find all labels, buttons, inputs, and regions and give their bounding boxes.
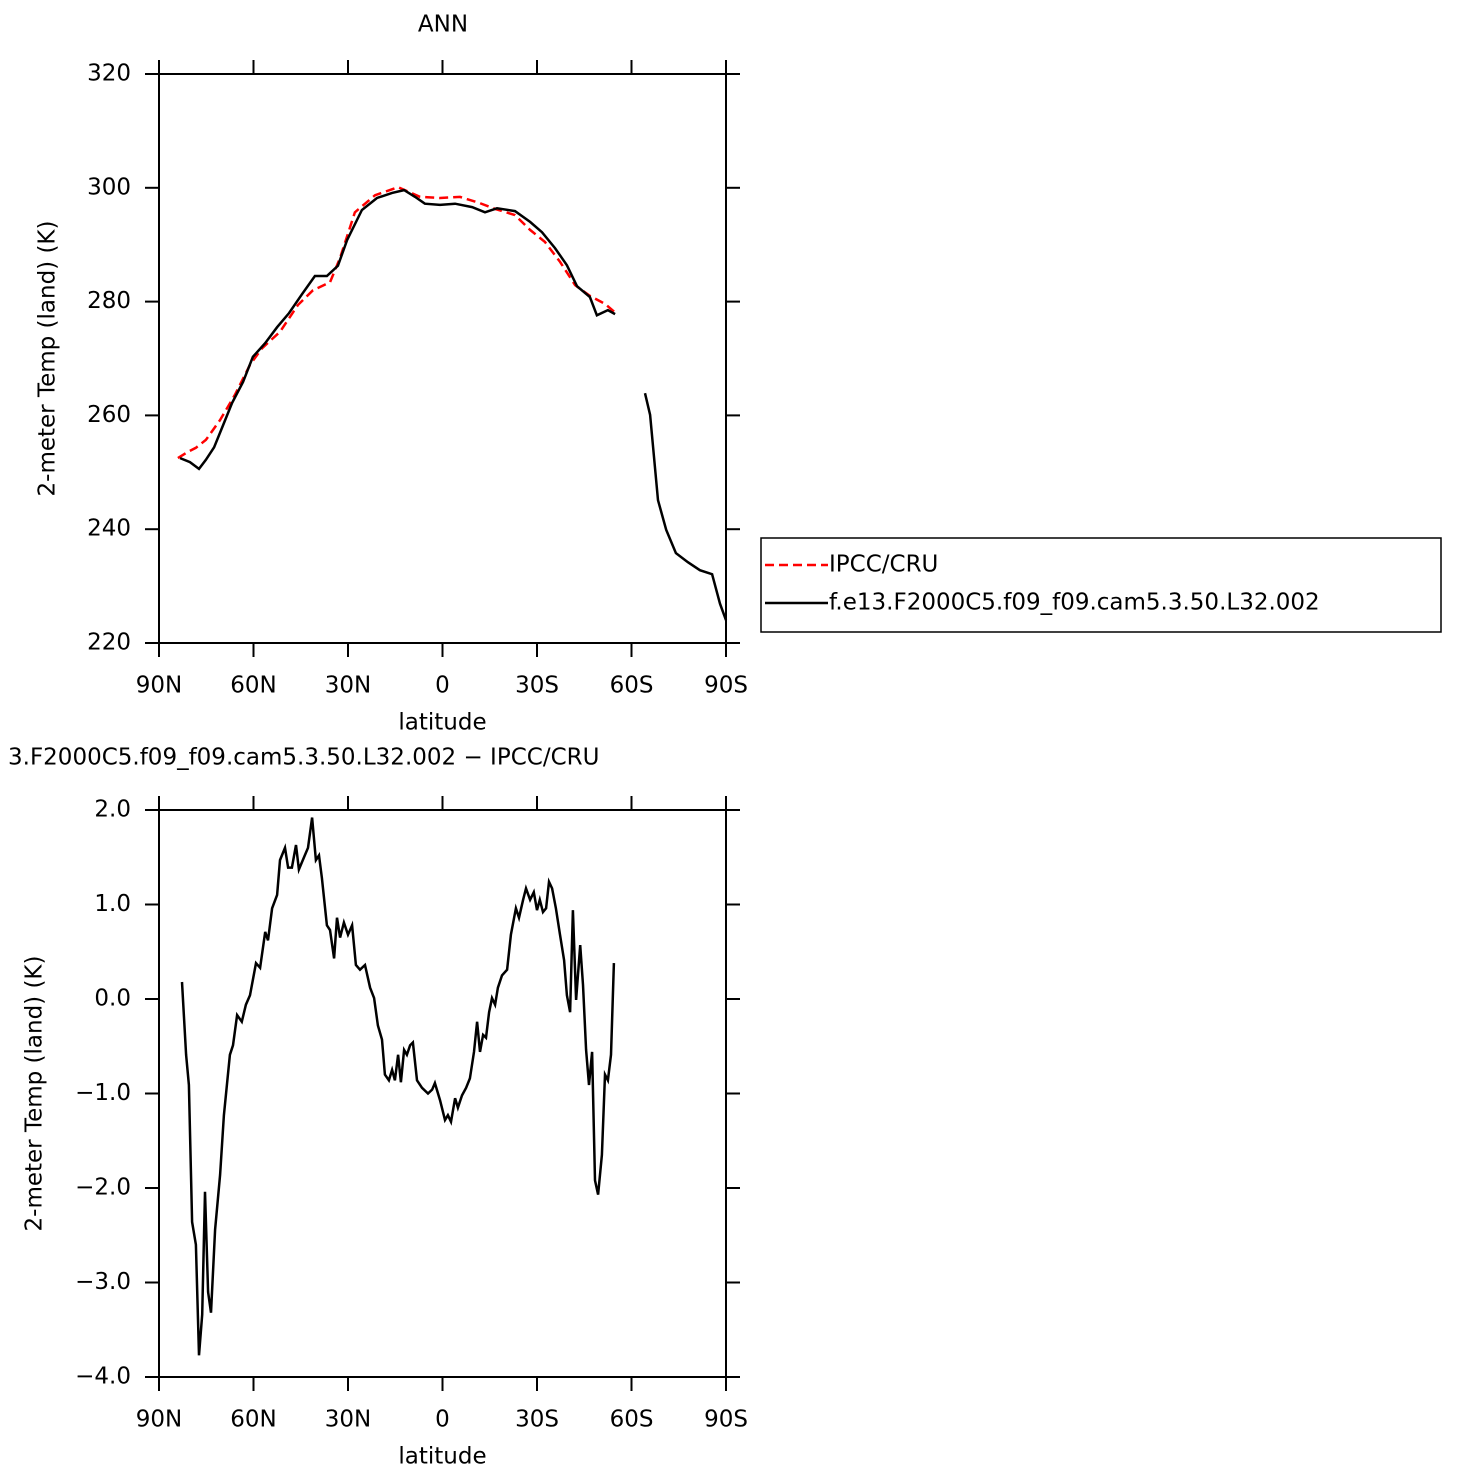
x-axis-label: latitude: [398, 1444, 486, 1470]
y-tick-label: 240: [87, 516, 131, 542]
y-axis-label: 2-meter Temp (land) (K): [22, 956, 48, 1232]
data-line: [180, 817, 616, 1356]
x-tick-label: 60S: [610, 1407, 654, 1433]
data-line: [179, 188, 728, 621]
y-tick-label: 260: [87, 402, 131, 428]
x-tick-label: 0: [435, 1407, 450, 1433]
x-tick-label: 30N: [325, 1407, 371, 1433]
x-tick-label: 30N: [325, 673, 371, 699]
legend-label: f.e13.F2000C5.f09_f09.cam5.3.50.L32.002: [829, 590, 1320, 616]
x-tick-label: 90N: [136, 673, 182, 699]
y-tick-label: 0.0: [94, 986, 131, 1012]
x-tick-label: 60N: [230, 673, 276, 699]
legend-label: IPCC/CRU: [829, 552, 938, 578]
x-axis-label: latitude: [398, 710, 486, 736]
x-tick-label: 0: [435, 673, 450, 699]
legend-box: [760, 537, 1442, 633]
y-tick-label: 280: [87, 288, 131, 314]
chart-title: 3.F2000C5.f09_f09.cam5.3.50.L32.002 − IP…: [8, 745, 599, 771]
y-tick-label: 220: [87, 630, 131, 656]
y-tick-label: −2.0: [75, 1175, 131, 1201]
x-tick-label: 30S: [515, 673, 559, 699]
y-tick-label: 2.0: [94, 797, 131, 823]
y-tick-label: 320: [87, 61, 131, 87]
y-axis-label: 2-meter Temp (land) (K): [35, 221, 61, 497]
y-tick-label: 1.0: [94, 891, 131, 917]
x-tick-label: 90S: [704, 1407, 748, 1433]
y-tick-label: 300: [87, 174, 131, 200]
y-tick-label: −1.0: [75, 1080, 131, 1106]
y-tick-label: −4.0: [75, 1364, 131, 1390]
x-tick-label: 90S: [704, 673, 748, 699]
chart-title: ANN: [418, 12, 468, 38]
plot-frame: [158, 73, 727, 644]
x-tick-label: 30S: [515, 1407, 559, 1433]
data-line: [177, 185, 618, 460]
y-tick-label: −3.0: [75, 1269, 131, 1295]
x-tick-label: 60S: [610, 673, 654, 699]
x-tick-label: 60N: [230, 1407, 276, 1433]
x-tick-label: 90N: [136, 1407, 182, 1433]
plot-frame: [158, 809, 727, 1378]
